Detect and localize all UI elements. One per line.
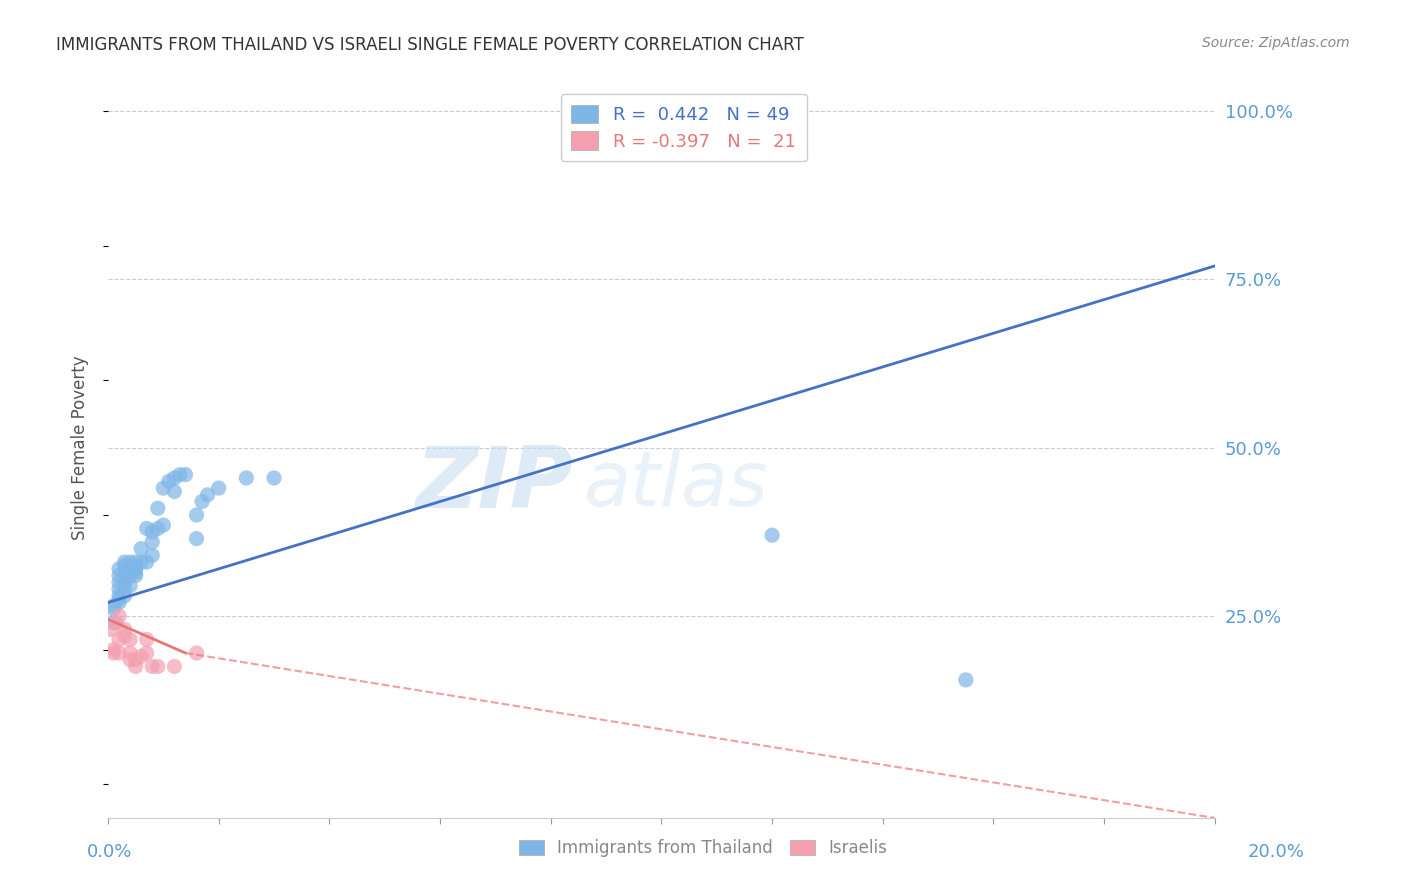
Point: [103, 602, 125, 616]
Point: [108, 562, 131, 576]
Point: [163, 471, 186, 485]
Point: [761, 528, 783, 542]
Point: [955, 673, 977, 687]
Point: [129, 649, 152, 664]
Point: [141, 659, 163, 673]
Point: [108, 589, 131, 603]
Point: [197, 488, 219, 502]
Point: [108, 582, 131, 596]
Text: Source: ZipAtlas.com: Source: ZipAtlas.com: [1202, 36, 1350, 50]
Point: [114, 629, 136, 643]
Point: [108, 632, 131, 647]
Legend: R =  0.442   N = 49, R = -0.397   N =  21: R = 0.442 N = 49, R = -0.397 N = 21: [561, 94, 807, 161]
Point: [108, 595, 131, 609]
Point: [108, 609, 131, 624]
Point: [108, 575, 131, 590]
Point: [146, 521, 169, 535]
Y-axis label: Single Female Poverty: Single Female Poverty: [72, 355, 89, 540]
Point: [152, 518, 174, 533]
Point: [120, 653, 142, 667]
Point: [146, 501, 169, 516]
Point: [124, 659, 146, 673]
Point: [141, 524, 163, 539]
Point: [235, 471, 257, 485]
Point: [186, 508, 208, 522]
Text: atlas: atlas: [583, 448, 769, 522]
Point: [120, 555, 142, 569]
Point: [114, 568, 136, 582]
Point: [120, 579, 142, 593]
Point: [105, 615, 128, 630]
Point: [141, 549, 163, 563]
Point: [174, 467, 197, 482]
Point: [124, 562, 146, 576]
Point: [120, 632, 142, 647]
Point: [114, 558, 136, 573]
Point: [163, 484, 186, 499]
Point: [108, 592, 131, 607]
Legend: Immigrants from Thailand, Israelis: Immigrants from Thailand, Israelis: [510, 831, 896, 866]
Point: [124, 566, 146, 580]
Point: [152, 481, 174, 495]
Point: [103, 642, 125, 657]
Text: 0.0%: 0.0%: [87, 843, 132, 861]
Point: [103, 599, 125, 613]
Point: [135, 632, 157, 647]
Point: [208, 481, 231, 495]
Point: [120, 646, 142, 660]
Point: [191, 494, 214, 508]
Point: [141, 535, 163, 549]
Point: [124, 568, 146, 582]
Point: [120, 562, 142, 576]
Point: [135, 646, 157, 660]
Point: [114, 623, 136, 637]
Point: [100, 623, 122, 637]
Point: [157, 475, 180, 489]
Point: [129, 541, 152, 556]
Point: [129, 555, 152, 569]
Point: [114, 582, 136, 596]
Point: [135, 521, 157, 535]
Point: [114, 555, 136, 569]
Point: [186, 532, 208, 546]
Point: [263, 471, 285, 485]
Text: ZIP: ZIP: [415, 443, 572, 526]
Point: [114, 575, 136, 590]
Point: [186, 646, 208, 660]
Point: [124, 653, 146, 667]
Point: [124, 555, 146, 569]
Point: [135, 555, 157, 569]
Point: [103, 615, 125, 630]
Text: 20.0%: 20.0%: [1249, 843, 1305, 861]
Point: [108, 568, 131, 582]
Point: [108, 646, 131, 660]
Text: IMMIGRANTS FROM THAILAND VS ISRAELI SINGLE FEMALE POVERTY CORRELATION CHART: IMMIGRANTS FROM THAILAND VS ISRAELI SING…: [56, 36, 804, 54]
Point: [146, 659, 169, 673]
Point: [120, 568, 142, 582]
Point: [114, 589, 136, 603]
Point: [169, 467, 191, 482]
Point: [103, 646, 125, 660]
Point: [163, 659, 186, 673]
